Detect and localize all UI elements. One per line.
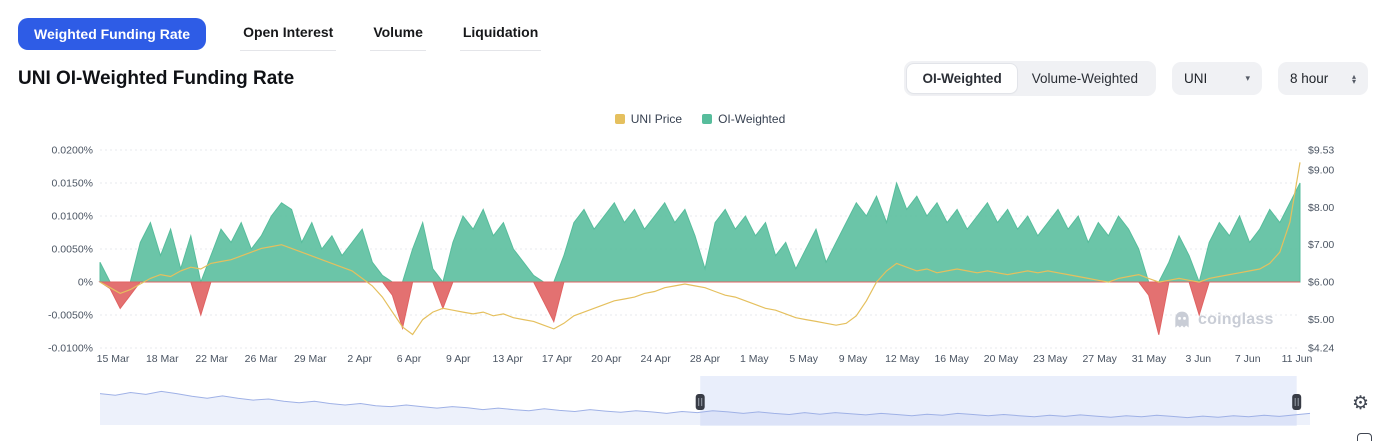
symbol-dropdown-value: UNI [1184, 71, 1208, 86]
right-axis-tick: $5.00 [1308, 314, 1334, 326]
x-axis-tick: 12 May [885, 353, 920, 365]
x-axis-tick: 20 May [984, 353, 1019, 365]
left-axis-tick: -0.0050% [48, 310, 93, 322]
x-axis-tick: 15 Mar [97, 353, 130, 365]
navigator-line [99, 390, 1311, 419]
legend-item-oi-weighted[interactable]: OI-Weighted [702, 112, 785, 126]
camera-icon-partial[interactable] [1357, 433, 1372, 441]
title-row: UNI OI-Weighted Funding Rate OI-Weighted… [0, 61, 1400, 96]
x-axis-tick: 23 May [1033, 353, 1068, 365]
toggle-option-volume-weighted[interactable]: Volume-Weighted [1031, 71, 1138, 86]
legend-swatch-icon [614, 114, 625, 124]
navigator-handle-left[interactable] [695, 394, 705, 410]
navigator-chart[interactable] [0, 375, 1400, 434]
settings-gear-icon[interactable]: ⚙ [1352, 393, 1370, 414]
page-title: UNI OI-Weighted Funding Rate [18, 67, 295, 89]
chevron-down-icon: ▾ [1245, 73, 1250, 83]
x-axis-tick: 20 Apr [591, 353, 622, 365]
symbol-dropdown[interactable]: UNI ▾ [1172, 62, 1262, 95]
x-axis-tick: 3 Jun [1185, 353, 1211, 365]
x-axis-tick: 27 May [1082, 353, 1117, 365]
right-axis-tick: $9.00 [1308, 164, 1334, 176]
tab-open-interest[interactable]: Open Interest [240, 16, 337, 51]
left-axis-tick: 0% [78, 277, 93, 289]
up-down-arrows-icon: ▴ ▾ [1351, 71, 1356, 86]
weighting-toggle: OI-Weighted Volume-Weighted [904, 61, 1156, 96]
x-axis-tick: 24 Apr [641, 353, 672, 365]
x-axis-tick: 31 May [1132, 353, 1167, 365]
x-axis-tick: 1 May [740, 353, 769, 365]
right-axis-tick: $4.24 [1308, 343, 1334, 355]
x-axis-tick: 22 Mar [195, 353, 228, 365]
x-axis-tick: 18 Mar [146, 353, 179, 365]
x-axis-tick: 7 Jun [1235, 353, 1261, 365]
chart-controls: OI-Weighted Volume-Weighted UNI ▾ 8 hour … [904, 61, 1368, 96]
tab-volume[interactable]: Volume [370, 16, 426, 51]
x-axis-tick: 9 May [839, 353, 868, 365]
right-axis-tick: $7.00 [1308, 239, 1334, 251]
interval-dropdown-value: 8 hour [1290, 71, 1329, 86]
x-axis-tick: 13 Apr [493, 353, 524, 365]
left-axis-tick: -0.0100% [48, 343, 93, 355]
x-axis-tick: 11 Jun [1282, 353, 1313, 365]
navigator-selection[interactable] [700, 376, 1297, 426]
main-chart[interactable]: 0.0200% 0.0150% 0.0100% 0.0050% 0% -0.0050% -0… [0, 132, 1400, 375]
right-axis-tick: $9.53 [1308, 145, 1334, 157]
legend-swatch-icon [702, 114, 713, 124]
left-axis-tick: 0.0150% [52, 178, 93, 190]
right-axis-tick: $8.00 [1308, 202, 1334, 214]
toggle-option-oi-weighted[interactable]: OI-Weighted [907, 64, 1017, 93]
legend-label: UNI Price [630, 112, 683, 126]
x-axis-tick: 26 Mar [245, 353, 278, 365]
right-axis-tick: $6.00 [1308, 277, 1334, 289]
tab-liquidation[interactable]: Liquidation [459, 16, 542, 51]
legend-item-uni-price[interactable]: UNI Price [614, 112, 683, 126]
left-axis-tick: 0.0200% [52, 145, 93, 157]
legend-label: OI-Weighted [718, 112, 786, 126]
left-axis-tick: 0.0100% [52, 211, 93, 223]
navigator-area [100, 391, 1310, 425]
x-axis-tick: 2 Apr [347, 353, 372, 365]
chart-legend: UNI Price OI-Weighted [0, 112, 1400, 126]
funding-rate-negative-area [98, 281, 1300, 335]
x-axis-tick: 16 May [934, 353, 969, 365]
left-axis-tick: 0.0050% [52, 244, 93, 256]
x-axis-tick: 29 Mar [294, 353, 327, 365]
funding-rate-positive-area [99, 181, 1301, 284]
x-axis-tick: 6 Apr [397, 353, 422, 365]
tab-weighted-funding-rate[interactable]: Weighted Funding Rate [18, 17, 207, 50]
x-axis-tick: 28 Apr [690, 353, 721, 365]
uni-price-line [99, 162, 1301, 336]
x-axis-tick: 5 May [789, 353, 818, 365]
navigator-handle-right[interactable] [1292, 394, 1302, 410]
x-axis-tick: 17 Apr [542, 353, 573, 365]
interval-dropdown[interactable]: 8 hour ▴ ▾ [1278, 62, 1368, 95]
tabs: Weighted Funding Rate Open Interest Volume… [0, 0, 1400, 51]
x-axis-tick: 9 Apr [446, 353, 471, 365]
